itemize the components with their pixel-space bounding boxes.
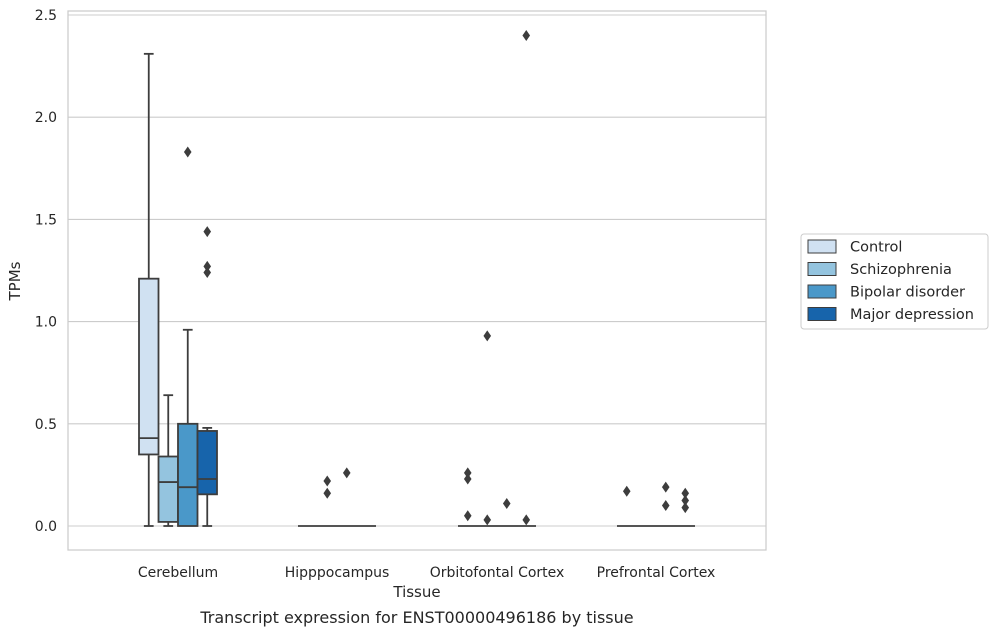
box-group [617,485,637,527]
box-groups [138,29,695,527]
outlier-marker [463,510,472,522]
box-group [656,481,676,527]
outlier-marker [522,514,531,526]
y-axis-ticks: 0.0 0.5 1.0 1.5 2.0 2.5 [35,8,57,535]
box-group [177,146,199,527]
outlier-marker [183,146,192,158]
box-group [337,467,357,527]
legend-swatch [807,239,837,254]
outlier-marker [342,467,351,479]
outlier-marker [323,475,332,487]
outlier-marker [681,487,690,499]
box-iqr [177,422,199,527]
y-tick-label: 1.5 [35,212,57,228]
x-tick-label: Hipppocampus [285,565,390,581]
legend-swatch [807,284,837,299]
box-group [458,467,478,527]
box-group [675,487,695,527]
legend-label: Major depression [850,307,974,323]
legend-swatch [807,307,837,321]
outlier-marker [323,487,332,499]
box-iqr [196,430,218,496]
outlier-marker [661,500,670,512]
box-group [477,330,497,527]
outlier-marker [203,260,212,272]
legend-label: Schizophrenia [850,262,952,278]
chart-title: Transcript expression for ENST0000049618… [199,608,633,627]
x-tick-label: Orbitofontal Cortex [430,565,565,581]
x-tick-label: Prefrontal Cortex [597,565,716,581]
y-axis-label: TPMs [6,261,24,301]
legend-frame [800,233,989,330]
outlier-marker [463,467,472,479]
outlier-marker [522,29,531,41]
y-tick-label: 1.0 [35,315,57,331]
outlier-marker [483,330,492,342]
outlier-marker [203,267,212,279]
outlier-marker [681,502,690,514]
box-group [157,394,179,527]
y-tick-label: 0.5 [35,417,57,433]
outlier-marker [502,498,511,510]
y-tick-label: 0.0 [35,519,57,535]
outlier-marker [483,514,492,526]
legend-swatch [807,262,837,276]
x-axis-label: Tissue [392,583,440,601]
outlier-marker [463,473,472,485]
outlier-marker [661,481,670,493]
box-iqr [157,455,179,523]
box-group [317,475,337,527]
y-tick-label: 2.0 [35,110,57,126]
x-axis-ticks: Cerebellum Hipppocampus Orbitofontal Corte… [138,565,715,581]
box-group [516,29,536,527]
box-iqr [138,277,160,456]
box-group [196,226,218,527]
box-group [497,498,517,527]
legend-label: Bipolar disorder [850,285,965,301]
legend-label: Control [850,240,902,256]
y-tick-label: 2.5 [35,8,57,24]
x-tick-label: Cerebellum [138,565,218,581]
outlier-marker [681,494,690,506]
legend: Control Schizophrenia Bipolar disorder Majo… [800,233,989,330]
plot-frame [67,10,767,551]
box-group [138,52,160,527]
outlier-marker [622,485,631,497]
outlier-marker [203,226,212,238]
